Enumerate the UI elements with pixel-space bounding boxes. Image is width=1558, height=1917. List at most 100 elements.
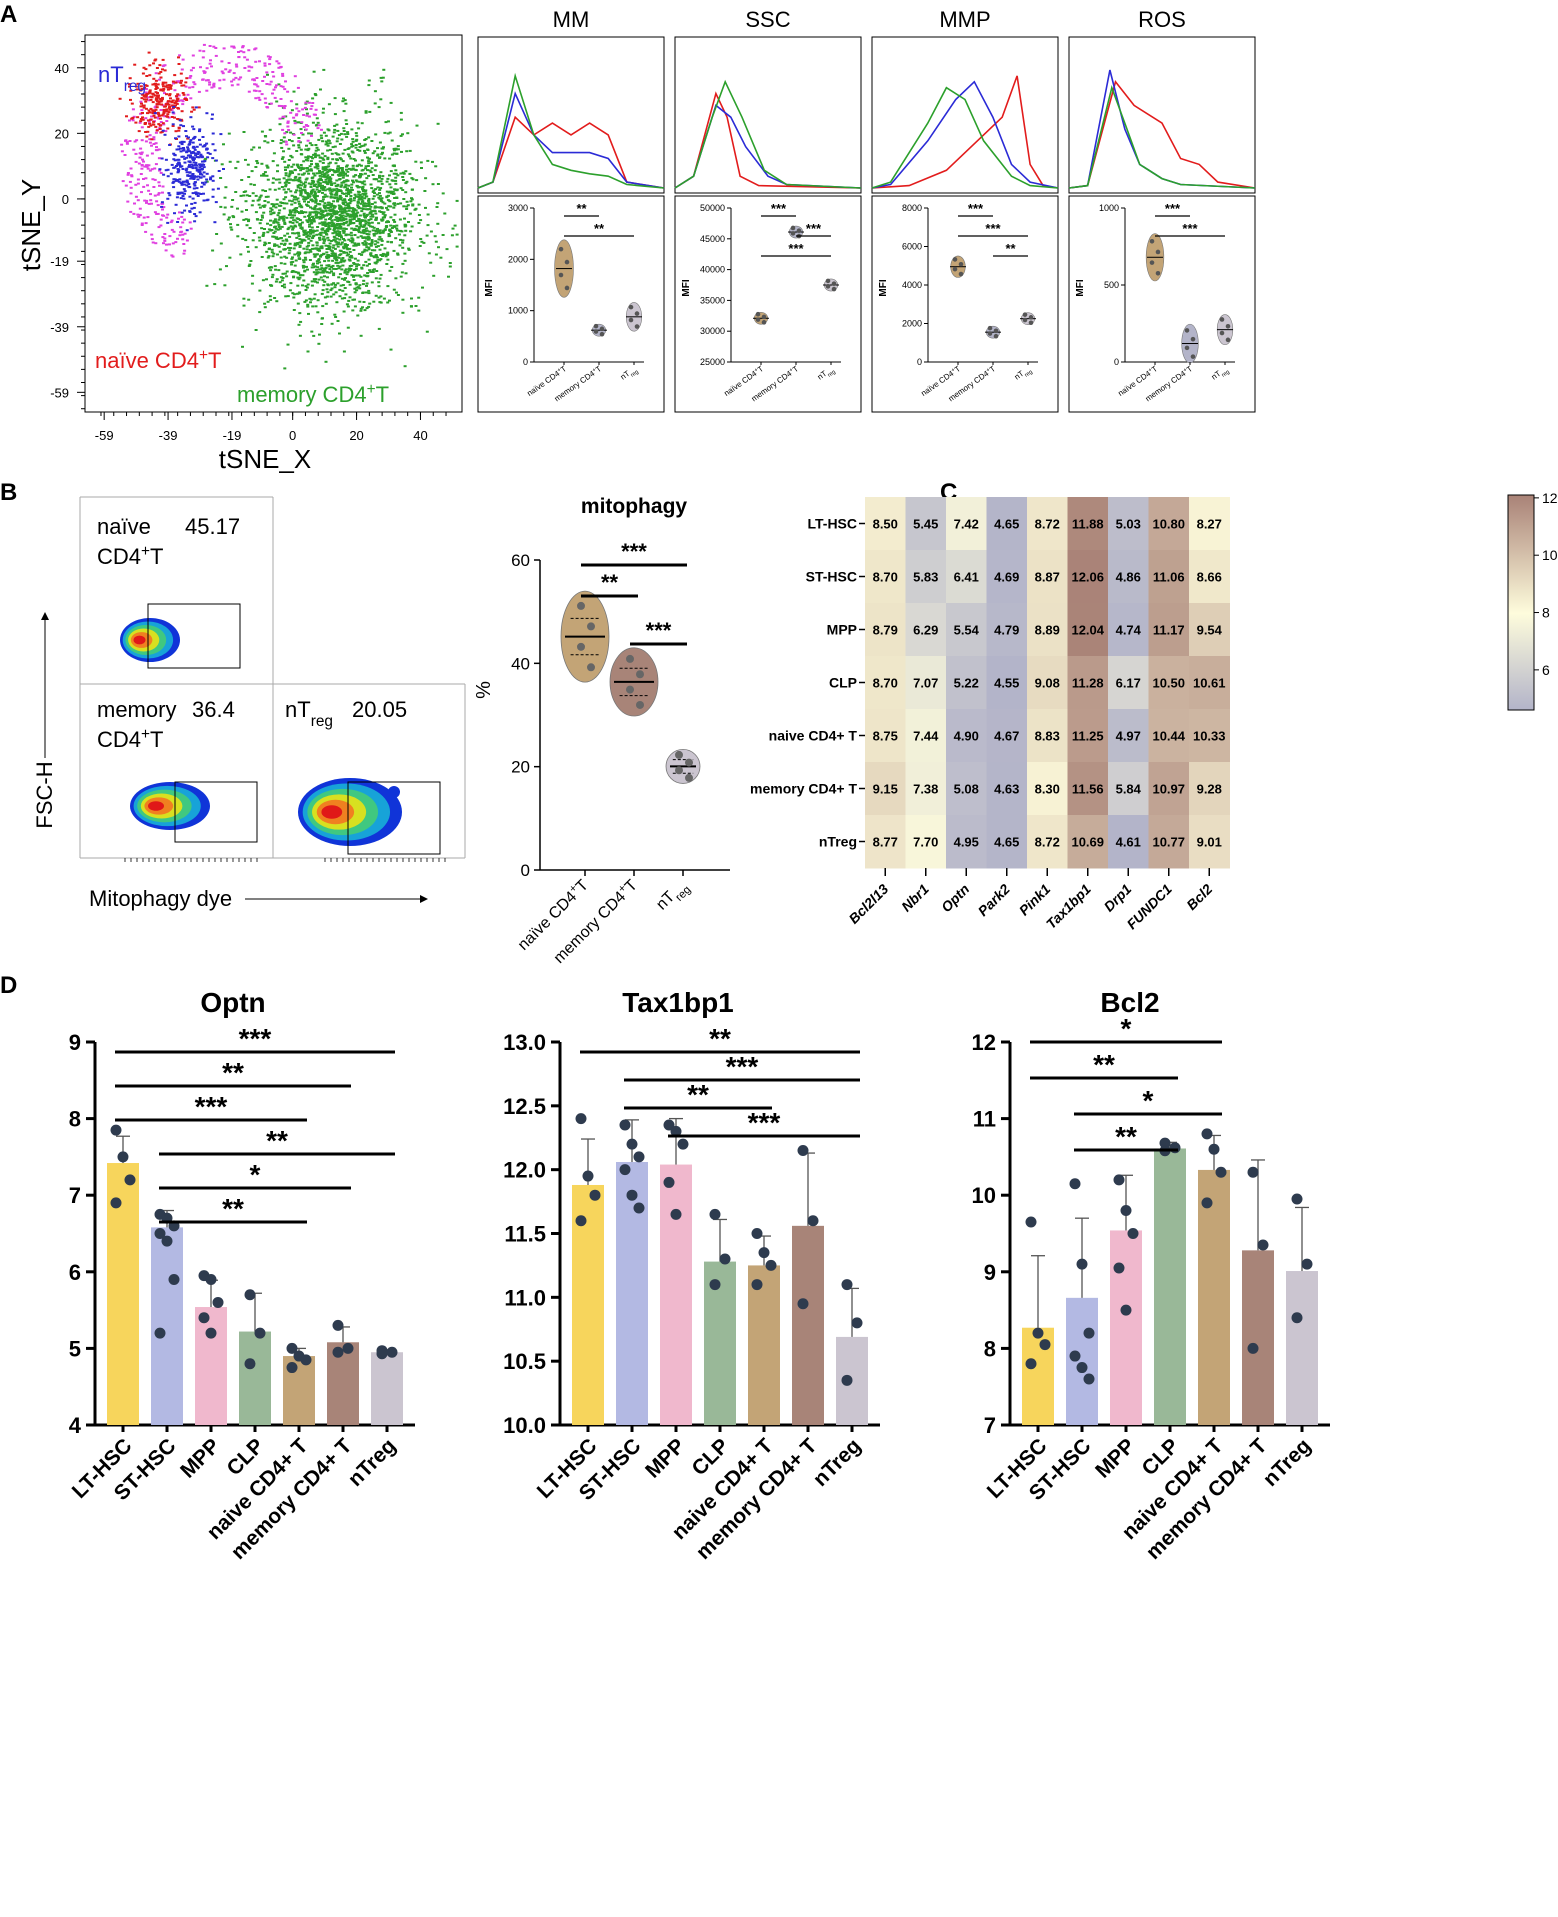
tsne-point (277, 218, 281, 221)
tsne-point (278, 250, 282, 253)
tsne-point (369, 218, 373, 221)
tsne-point (260, 93, 264, 96)
tsne-point (159, 224, 163, 227)
tsne-point (288, 235, 292, 238)
tsne-point (362, 264, 366, 267)
gate-label: CD4+T (97, 726, 163, 753)
tsne-point (337, 267, 341, 270)
y-tick-label: 3000 (508, 203, 528, 213)
tsne-point (341, 152, 345, 155)
tsne-point (313, 166, 317, 169)
tsne-point (282, 136, 286, 139)
tsne-point (298, 312, 302, 315)
tsne-point (325, 229, 329, 232)
tsne-point (332, 196, 336, 199)
tsne-point (251, 274, 255, 277)
tsne-point (158, 168, 162, 171)
tsne-point (307, 132, 311, 135)
tsne-point (318, 238, 322, 241)
heatmap-cell (865, 656, 906, 710)
tsne-point (280, 157, 284, 160)
tsne-point (284, 169, 287, 171)
tsne-point (305, 108, 308, 111)
tsne-point (347, 238, 351, 241)
tsne-point (196, 178, 200, 181)
tsne-point (141, 158, 144, 161)
tsne-point (279, 142, 283, 145)
x-tick-label: -19 (223, 428, 242, 443)
tsne-point (384, 255, 388, 258)
tsne-point (283, 262, 287, 265)
tsne-point (175, 95, 179, 98)
tsne-point (273, 265, 277, 268)
tsne-point (341, 201, 345, 204)
tsne-point (365, 195, 369, 198)
tsne-point (355, 225, 359, 228)
tsne-point (185, 151, 189, 154)
tsne-point (378, 188, 382, 191)
tsne-point (398, 218, 402, 221)
colorbar-label: 8 (1542, 605, 1550, 621)
heatmap-value: 5.84 (1116, 782, 1142, 797)
tsne-point (369, 170, 373, 173)
heatmap-value: 11.88 (1072, 517, 1104, 532)
tsne-point (266, 73, 269, 76)
tsne-point (345, 168, 348, 171)
tsne-point (157, 72, 161, 75)
tsne-point (401, 179, 405, 181)
tsne-point (146, 216, 150, 219)
tsne-point (176, 158, 180, 161)
heatmap-value: 4.65 (994, 517, 1019, 532)
tsne-point (310, 163, 313, 166)
tsne-point (324, 181, 328, 184)
tsne-point (289, 111, 293, 114)
data-point (807, 1215, 819, 1227)
data-point (205, 1327, 217, 1339)
tsne-point (399, 238, 402, 241)
tsne-point (150, 238, 154, 241)
tsne-point (388, 157, 392, 160)
tsne-point (180, 215, 184, 218)
tsne-point (286, 125, 290, 128)
tsne-point (124, 139, 128, 142)
tsne-point (150, 168, 154, 171)
tsne-point (344, 180, 348, 183)
tsne-point (321, 200, 325, 203)
heatmap-cell (1108, 603, 1149, 657)
heatmap-value: 8.77 (873, 835, 898, 850)
tsne-point (136, 182, 140, 185)
tsne-point (392, 202, 396, 205)
tsne-point (353, 216, 357, 219)
tsne-point (358, 180, 362, 183)
tsne-point (139, 118, 143, 120)
tsne-point (164, 85, 168, 88)
heatmap-cell (865, 497, 906, 551)
tsne-point (349, 231, 353, 234)
tsne-point (272, 221, 276, 224)
tsne-point (354, 144, 358, 146)
tsne-point (274, 86, 277, 89)
tsne-point (241, 46, 245, 49)
tsne-point (202, 183, 206, 186)
tsne-point (219, 205, 223, 208)
tsne-point (286, 232, 290, 235)
tsne-point (335, 140, 339, 143)
tsne-point (358, 149, 362, 152)
tsne-point (202, 43, 206, 46)
y-tick-label: 8000 (902, 203, 922, 213)
violin-point (626, 654, 634, 663)
tsne-point (212, 84, 216, 86)
tsne-point (292, 198, 296, 201)
tsne-point (171, 255, 175, 258)
tsne-point (187, 183, 191, 185)
tsne-point (361, 192, 365, 195)
tsne-point (344, 183, 348, 186)
tsne-point (330, 219, 334, 222)
tsne-point (188, 150, 192, 153)
tsne-point (316, 208, 320, 211)
tsne-point (328, 187, 332, 190)
tsne-point (312, 334, 316, 337)
tsne-point (278, 181, 282, 184)
tsne-point (363, 309, 367, 312)
